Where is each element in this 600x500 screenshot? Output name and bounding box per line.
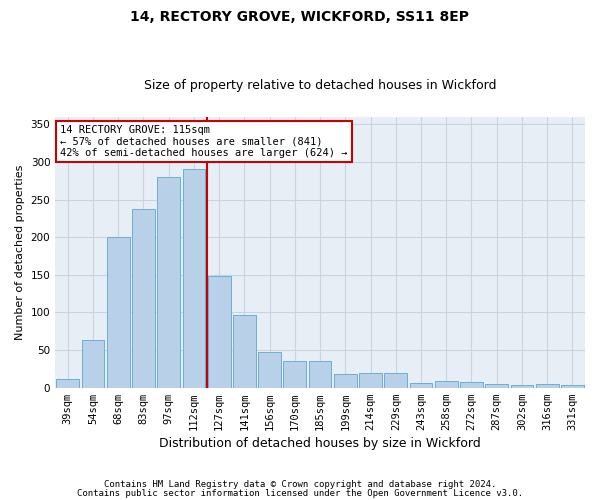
Bar (233, 314, 256, 388)
Text: 14 RECTORY GROVE: 115sqm
← 57% of detached houses are smaller (841)
42% of semi-: 14 RECTORY GROVE: 115sqm ← 57% of detach… (61, 125, 348, 158)
Text: Contains public sector information licensed under the Open Government Licence v3: Contains public sector information licen… (77, 490, 523, 498)
Bar (536, 384, 559, 388)
Bar (107, 237, 130, 388)
Text: 14, RECTORY GROVE, WICKFORD, SS11 8EP: 14, RECTORY GROVE, WICKFORD, SS11 8EP (131, 10, 470, 24)
Bar (182, 168, 205, 388)
Bar (511, 386, 533, 388)
Bar (56, 380, 79, 388)
Bar (385, 374, 407, 388)
X-axis label: Distribution of detached houses by size in Wickford: Distribution of detached houses by size … (159, 437, 481, 450)
Bar (258, 352, 281, 388)
Bar (561, 386, 584, 388)
Bar (157, 177, 180, 388)
Bar (132, 208, 155, 388)
Bar (460, 382, 483, 388)
Bar (485, 384, 508, 388)
Title: Size of property relative to detached houses in Wickford: Size of property relative to detached ho… (144, 79, 496, 92)
Y-axis label: Number of detached properties: Number of detached properties (15, 164, 25, 340)
Bar (309, 362, 331, 388)
Bar (435, 381, 458, 388)
Bar (208, 276, 230, 388)
Bar (359, 374, 382, 388)
Text: Contains HM Land Registry data © Crown copyright and database right 2024.: Contains HM Land Registry data © Crown c… (104, 480, 496, 489)
Bar (283, 362, 306, 388)
Bar (82, 340, 104, 388)
Bar (410, 383, 433, 388)
Bar (334, 374, 356, 388)
